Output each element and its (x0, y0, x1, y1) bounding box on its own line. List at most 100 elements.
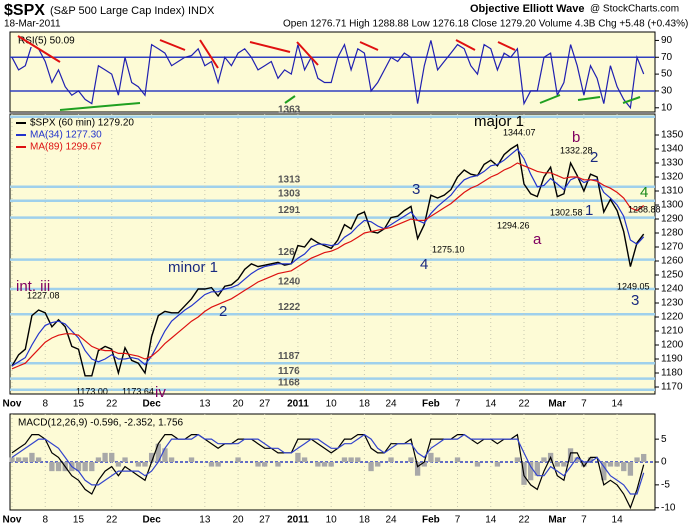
symbol: $SPX (4, 2, 45, 19)
histogram-bar (627, 462, 634, 476)
x-tick-label: 27 (259, 515, 271, 526)
x-tick-label: Nov (3, 515, 22, 526)
y-tick-label: 1340 (661, 144, 684, 155)
x-tick-label: 15 (73, 515, 85, 526)
level-label: 1176 (278, 366, 300, 377)
x-tick-label: 24 (385, 515, 397, 526)
y-tick-label: 0 (661, 457, 667, 468)
y-tick-label: 10 (661, 102, 673, 113)
wave-label: 3 (631, 292, 639, 309)
x-tick-label: Mar (548, 515, 566, 526)
y-tick-label: 1350 (661, 130, 684, 141)
histogram-bar (621, 462, 627, 472)
wave-label: 1275.10 (432, 244, 465, 254)
x-tick-label: 7 (455, 515, 461, 526)
histogram-bar (641, 453, 647, 462)
histogram-bar (587, 457, 594, 462)
x-tick-label: Dec (142, 515, 161, 526)
x-tick-label: 14 (612, 515, 624, 526)
histogram-bar (215, 462, 221, 467)
y-tick-label: -5 (661, 479, 670, 490)
y-tick-label: 70 (661, 52, 673, 63)
legend-label: MA(34) 1277.30 (30, 130, 102, 141)
histogram-bar (494, 462, 501, 467)
histogram-bar (155, 443, 161, 462)
histogram-bar (35, 457, 42, 462)
trendline (284, 95, 296, 104)
histogram-bar (29, 452, 35, 462)
y-tick-label: 1240 (661, 284, 684, 295)
histogram-bar (89, 462, 95, 472)
x-tick-label: 7 (581, 399, 587, 410)
histogram-bar (255, 462, 261, 467)
x-tick-label: Feb (422, 399, 440, 410)
x-tick-label: 2011 (287, 515, 309, 526)
histogram-bar (115, 462, 122, 467)
histogram-bar (55, 462, 62, 472)
histogram-bar (514, 457, 521, 462)
histogram-bar (75, 462, 82, 472)
series-line (11, 433, 645, 495)
histogram-bar (601, 462, 607, 481)
date: 18-Mar-2011 (4, 19, 61, 30)
wave-label: 1 (585, 202, 593, 219)
y-tick-label: 1170 (661, 382, 683, 393)
wave-label: iv (155, 384, 166, 401)
x-tick-label: 20 (233, 399, 245, 410)
trendline (359, 41, 379, 51)
x-tick-label: 10 (326, 399, 338, 410)
histogram-bar (295, 452, 301, 462)
wave-label: 1173.64 (122, 386, 154, 396)
histogram-bar (275, 462, 281, 467)
histogram-bar (614, 462, 620, 467)
level-label: 1222 (278, 302, 301, 313)
trendline (59, 102, 141, 111)
x-tick-label: 18 (359, 399, 371, 410)
y-tick-label: 1180 (661, 368, 683, 379)
histogram-bar (301, 457, 308, 462)
histogram-bar (341, 457, 348, 462)
y-tick-label: 1280 (661, 228, 684, 239)
y-tick-label: 1290 (661, 214, 684, 225)
quote: Open 1276.71 High 1288.88 Low 1276.18 Cl… (283, 19, 688, 30)
trendline (622, 96, 641, 104)
x-tick-label: 7 (581, 515, 587, 526)
histogram-bar (109, 452, 115, 462)
wave-label: 1173.00 (76, 386, 108, 396)
level-label: 1363 (278, 104, 301, 115)
wave-label: int. iii (16, 278, 50, 295)
series-line (11, 143, 645, 377)
x-tick-label: 27 (259, 399, 271, 410)
histogram-bar (454, 457, 461, 462)
histogram-bar (355, 457, 361, 462)
histogram-bar (581, 462, 587, 467)
panel-title: RSI(5) 50.09 (18, 36, 75, 47)
y-tick-label: 1310 (661, 186, 684, 197)
histogram-bar (428, 452, 434, 462)
trendline (17, 35, 61, 63)
histogram-bar (168, 457, 175, 462)
histogram-bar (607, 462, 614, 467)
trendline (159, 39, 186, 51)
wave-label: 2 (590, 149, 598, 166)
plot-area (9, 31, 656, 113)
wave-label: 2 (219, 303, 227, 320)
y-tick-label: 1220 (661, 312, 684, 323)
wave-label: 1294.26 (497, 220, 530, 230)
x-tick-label: Feb (422, 515, 440, 526)
legend-label: $SPX (60 min) 1279.20 (30, 118, 134, 129)
y-tick-label: 1260 (661, 256, 684, 267)
wave-label: minor 1 (168, 259, 218, 276)
histogram-bar (262, 462, 268, 467)
histogram-bar (208, 462, 215, 467)
y-tick-label: 1330 (661, 158, 684, 169)
histogram-bar (102, 452, 108, 462)
y-tick-label: 1210 (661, 326, 684, 337)
wave-label: 1249.05 (617, 281, 650, 291)
site: @ StockCharts.com (590, 4, 679, 15)
x-tick-label: Dec (142, 399, 161, 410)
trendline (539, 94, 561, 104)
histogram-bar (82, 462, 88, 472)
histogram-bar (375, 462, 381, 467)
